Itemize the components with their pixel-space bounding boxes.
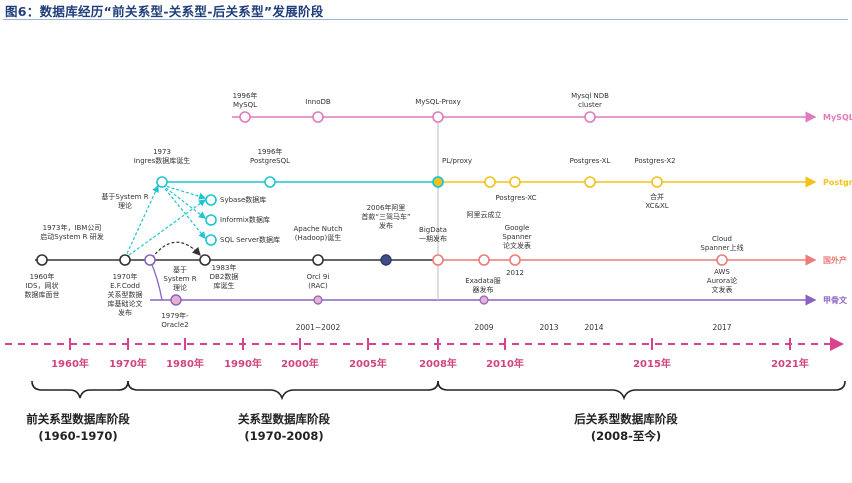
bigdata-label: BigData 一期发布 (419, 226, 447, 243)
ingres-label: 1973 Ingres数据库诞生 (134, 148, 191, 165)
system-r-to-db2-arrow (151, 241, 201, 259)
timeline-year-2008: 2008年 (419, 357, 457, 370)
orcl9i-node[interactable] (312, 254, 324, 266)
taobao-label: 2006年阿里首款“三驾马车”发布 (361, 203, 410, 230)
sqlserver-label: SQL Server数据库 (220, 235, 280, 244)
ids-node[interactable] (36, 254, 48, 266)
year-marker-2001: 2001~2002 (296, 323, 341, 332)
postgres-xl-label: Postgres-XL (570, 157, 611, 165)
postgresql-node[interactable] (264, 176, 276, 188)
informix-node[interactable] (205, 214, 217, 226)
mysql-track-label: MySQL (823, 113, 852, 122)
postgres-x2-label: Postgres-X2 (634, 157, 675, 165)
merge-node[interactable] (651, 176, 663, 188)
ingres-to-sybase-arrow (161, 184, 207, 200)
innodb-node[interactable] (312, 111, 324, 123)
phase-post-relational-range: (2008-至今) (591, 429, 661, 443)
year-marker-2013: 2013 (539, 323, 558, 332)
mysql-1996-node[interactable] (239, 111, 251, 123)
timeline-year-1990: 1990年 (224, 357, 262, 370)
timeline-year-1970: 1970年 (109, 357, 147, 370)
postgresql-label: 1996年 PostgreSQL (250, 147, 290, 165)
cloud-spanner-node[interactable] (716, 254, 728, 266)
postgres-track-label: Postgres (823, 178, 852, 187)
caption-divider (3, 19, 848, 20)
system-r-1973-label: 1973年，IBM公司启动System R 研发 (40, 223, 103, 241)
phase-pre-relational-range: (1960-1970) (38, 429, 117, 443)
system-r-to-ingres-arrow (124, 184, 159, 259)
year-marker-2009: 2009 (474, 323, 493, 332)
phase-pre-relational-name: 前关系型数据库阶段 (26, 412, 130, 426)
taobao-node[interactable] (380, 254, 392, 266)
figure-caption: 图6：数据库经历“前关系型-关系型-后关系型”发展阶段 (5, 4, 324, 19)
ingres-node[interactable] (156, 176, 168, 188)
innodb-label: InnoDB (305, 98, 331, 106)
year-marker-2014: 2014 (584, 323, 603, 332)
system-r-to-sybase-arrow (124, 199, 206, 259)
cloud-spanner-label: Cloud Spanner上线 (700, 235, 743, 252)
oracle2-node[interactable] (170, 294, 182, 306)
system-r-node[interactable] (144, 254, 156, 266)
orcl-rac-purple-node[interactable] (313, 295, 323, 305)
system-r-above-label: 基于System R 理论 (101, 192, 148, 210)
postgres-xc-node-b[interactable] (509, 176, 521, 188)
timeline-year-1980: 1980年 (166, 357, 204, 370)
timeline-year-2015: 2015年 (633, 357, 671, 370)
informix-label: Informix数据库 (220, 215, 270, 224)
phase-brace-relational (127, 380, 439, 401)
timeline-year-1960: 1960年 (51, 357, 89, 370)
mysql-proxy-label: MySQL-Proxy (415, 98, 461, 106)
mysql-ndb-node[interactable] (584, 111, 596, 123)
pl-proxy-label: PL/proxy (442, 157, 472, 165)
postgres-xc-node-a[interactable] (484, 176, 496, 188)
mysql-ndb-label: Mysql NDB cluster (571, 92, 609, 109)
pl-proxy-node[interactable] (432, 176, 444, 188)
mysql-1996-label: 1996年 MySQL (233, 91, 258, 109)
postgres-xl-node[interactable] (584, 176, 596, 188)
phase-relational-name: 关系型数据库阶段 (238, 412, 330, 426)
codd-label: 1970年 E.F.Codd 关系型数据库基础论文发布 (108, 272, 143, 317)
exadata-label: Exadata服器发布 (465, 277, 501, 294)
y2012-label: 2012 (506, 269, 524, 277)
sqlserver-node[interactable] (205, 234, 217, 246)
db2-label: 1983年 DB2数据库诞生 (210, 263, 239, 290)
postgres-xc-label: Postgres-XC (495, 194, 536, 202)
timeline-ticks (69, 338, 791, 350)
timeline-year-2000: 2000年 (281, 357, 319, 370)
db2-node[interactable] (199, 254, 211, 266)
orcl9i-label: Orcl 9i (RAC) (307, 273, 330, 290)
spanner-label: Google Spanner 论文发表 (502, 224, 531, 250)
domestic-track-label: 国外产 (823, 255, 847, 265)
sybase-node[interactable] (205, 194, 217, 206)
aliyun-label: 阿里云成立 (467, 210, 502, 219)
phase-brace-pre-relational (31, 380, 129, 399)
jiagu-track-label: 甲骨文 (823, 295, 848, 305)
timeline-year-2021: 2021年 (771, 357, 809, 370)
phase-relational-range: (1970-2008) (244, 429, 323, 443)
aurora-label: AWS Aurora论文发表 (707, 268, 737, 294)
phase-brace-post-relational (437, 380, 846, 401)
exadata-node[interactable] (478, 254, 490, 266)
oracle2-label: 1979年-Oracle2 (161, 311, 189, 329)
timeline-year-2005: 2005年 (349, 357, 387, 370)
year-marker-2017: 2017 (712, 323, 731, 332)
timeline-year-2010: 2010年 (486, 357, 524, 370)
sybase-label: Sybase数据库 (220, 195, 266, 204)
ingres-to-sqlserver-arrow (161, 184, 206, 239)
oracle-branch (149, 259, 163, 301)
ingres-to-informix-arrow (161, 184, 206, 219)
mysql-proxy-node[interactable] (432, 111, 444, 123)
merge-label: 合并 XC&XL (645, 192, 668, 210)
system-r-below-label: 基于 System R 理论 (163, 265, 196, 292)
spanner-node[interactable] (509, 254, 521, 266)
nutch-label: Apache Nutch (Hadoop)诞生 (293, 225, 342, 242)
phase-post-relational-name: 后关系型数据库阶段 (574, 412, 678, 426)
jiagu-2009-node[interactable] (479, 295, 489, 305)
codd-node[interactable] (119, 254, 131, 266)
ids-label: 1960年 IDS，网状数据库面世 (25, 272, 60, 299)
bigdata-node[interactable] (432, 254, 444, 266)
